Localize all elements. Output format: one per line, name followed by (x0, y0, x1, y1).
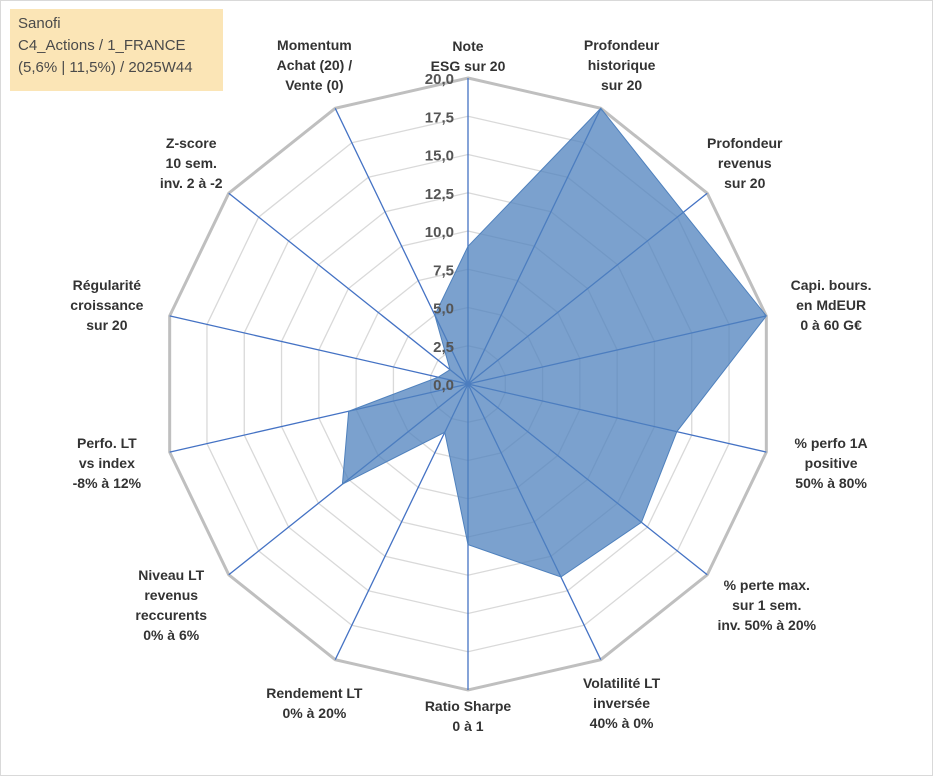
tick-label: 20,0 (425, 71, 454, 88)
axis-label-line: Momentum (277, 37, 352, 54)
axis-label-line: 40% à 0% (589, 714, 654, 731)
axis-label-line: 10 sem. (165, 155, 217, 172)
axis-label-line: Note (452, 38, 484, 54)
tick-label: 15,0 (425, 148, 454, 165)
tick-label: 5,0 (433, 301, 454, 318)
axis-label-line: revenus (717, 155, 772, 172)
axis-label: Ratio Sharpe 0 à 1 (425, 696, 511, 736)
axis-label-line: vs index (78, 454, 135, 471)
axis-label: Profondeur historique sur 20 (584, 35, 659, 95)
axis-label: Niveau LT revenus reccurents 0% à 6% (135, 565, 207, 645)
axis-label-line: Niveau LT (138, 566, 205, 583)
tick-label: 2,5 (433, 339, 454, 356)
series-area (341, 107, 767, 578)
axis-label: % perfo 1A positive 50% à 80% (795, 433, 868, 493)
axis-label-line: sur 20 (86, 317, 128, 334)
axis-label-line: inv. 2 à -2 (159, 175, 223, 192)
axis-label: Z-score 10 sem. inv. 2 à -2 (160, 133, 223, 193)
axis-label: Profondeur revenus sur 20 (707, 133, 782, 193)
axis-label: Perfo. LT vs index -8% à 12% (73, 433, 141, 493)
axis-label-line: Profondeur (707, 135, 783, 152)
axis-label-line: inversée (593, 694, 651, 711)
axis-label: Régularité croissance sur 20 (70, 275, 143, 335)
axis-label-line: reccurents (135, 606, 208, 623)
axis-label-line: ESG sur 20 (430, 58, 506, 74)
axis-label-line: en MdEUR (796, 297, 867, 314)
axis-label-line: Profondeur (583, 37, 660, 54)
radar-series (341, 107, 767, 578)
axis-label-line: inv. 50% à 20% (717, 616, 817, 633)
axis-label-line: Vente (0) (285, 77, 344, 94)
radar-tick-labels: 0,0 2,5 5,0 7,5 10,0 12,5 15,0 17,5 20,0 (425, 71, 454, 394)
axis-label: Momentum Achat (20) / Vente (0) (277, 35, 352, 95)
axis-label: Capi. bours. en MdEUR 0 à 60 G€ (791, 275, 872, 335)
tick-label: 12,5 (425, 186, 454, 203)
period-label: (5,6% | 11,5%) / 2025W44 (18, 59, 193, 76)
axis-label-line: Volatilité LT (582, 674, 661, 691)
axis-label-line: positive (804, 454, 858, 471)
portfolio-label: C4_Actions / 1_FRANCE (18, 37, 186, 54)
axis-label-line: -8% à 12% (72, 474, 142, 491)
axis-label: Volatilité LT inversée 40% à 0% (583, 673, 660, 733)
axis-label-line: 50% à 80% (795, 474, 867, 491)
axis-label: Note ESG sur 20 (431, 36, 506, 76)
tick-label: 0,0 (433, 377, 454, 394)
axis-label-line: 0% à 20% (282, 704, 347, 721)
axis-label: % perte max. sur 1 sem. inv. 50% à 20% (717, 575, 816, 635)
tick-label: 7,5 (433, 262, 454, 279)
axis-label-line: Achat (20) / (276, 57, 353, 74)
tick-label: 17,5 (425, 109, 454, 126)
axis-label-line: revenus (144, 586, 199, 603)
axis-label-line: historique (587, 57, 656, 74)
axis-label-line: Rendement LT (266, 684, 363, 701)
axis-label-line: croissance (70, 297, 144, 314)
axis-label-line: 0 à 1 (452, 718, 484, 734)
company-name: Sanofi (18, 15, 61, 32)
info-box: Sanofi C4_Actions / 1_FRANCE (5,6% | 11,… (10, 9, 223, 91)
axis-label-line: % perfo 1A (794, 434, 868, 451)
axis-spoke (228, 192, 469, 385)
axis-label-line: Z-score (165, 135, 217, 152)
axis-label-line: Régularité (72, 277, 142, 294)
axis-label-line: Perfo. LT (77, 434, 137, 451)
axis-label-line: Capi. bours. (790, 277, 872, 294)
axis-label-line: 0% à 6% (143, 626, 200, 643)
axis-label-line: % perte max. (723, 576, 810, 593)
axis-label-line: 0 à 60 G€ (800, 317, 862, 334)
axis-label-line: Ratio Sharpe (424, 698, 512, 714)
axis-label-line: sur 1 sem. (732, 596, 802, 613)
tick-label: 10,0 (425, 224, 454, 241)
axis-label-line: sur 20 (724, 175, 766, 192)
axis-label-line: sur 20 (600, 77, 643, 94)
axis-label: Rendement LT 0% à 20% (266, 683, 362, 723)
axis-spoke (169, 315, 469, 385)
